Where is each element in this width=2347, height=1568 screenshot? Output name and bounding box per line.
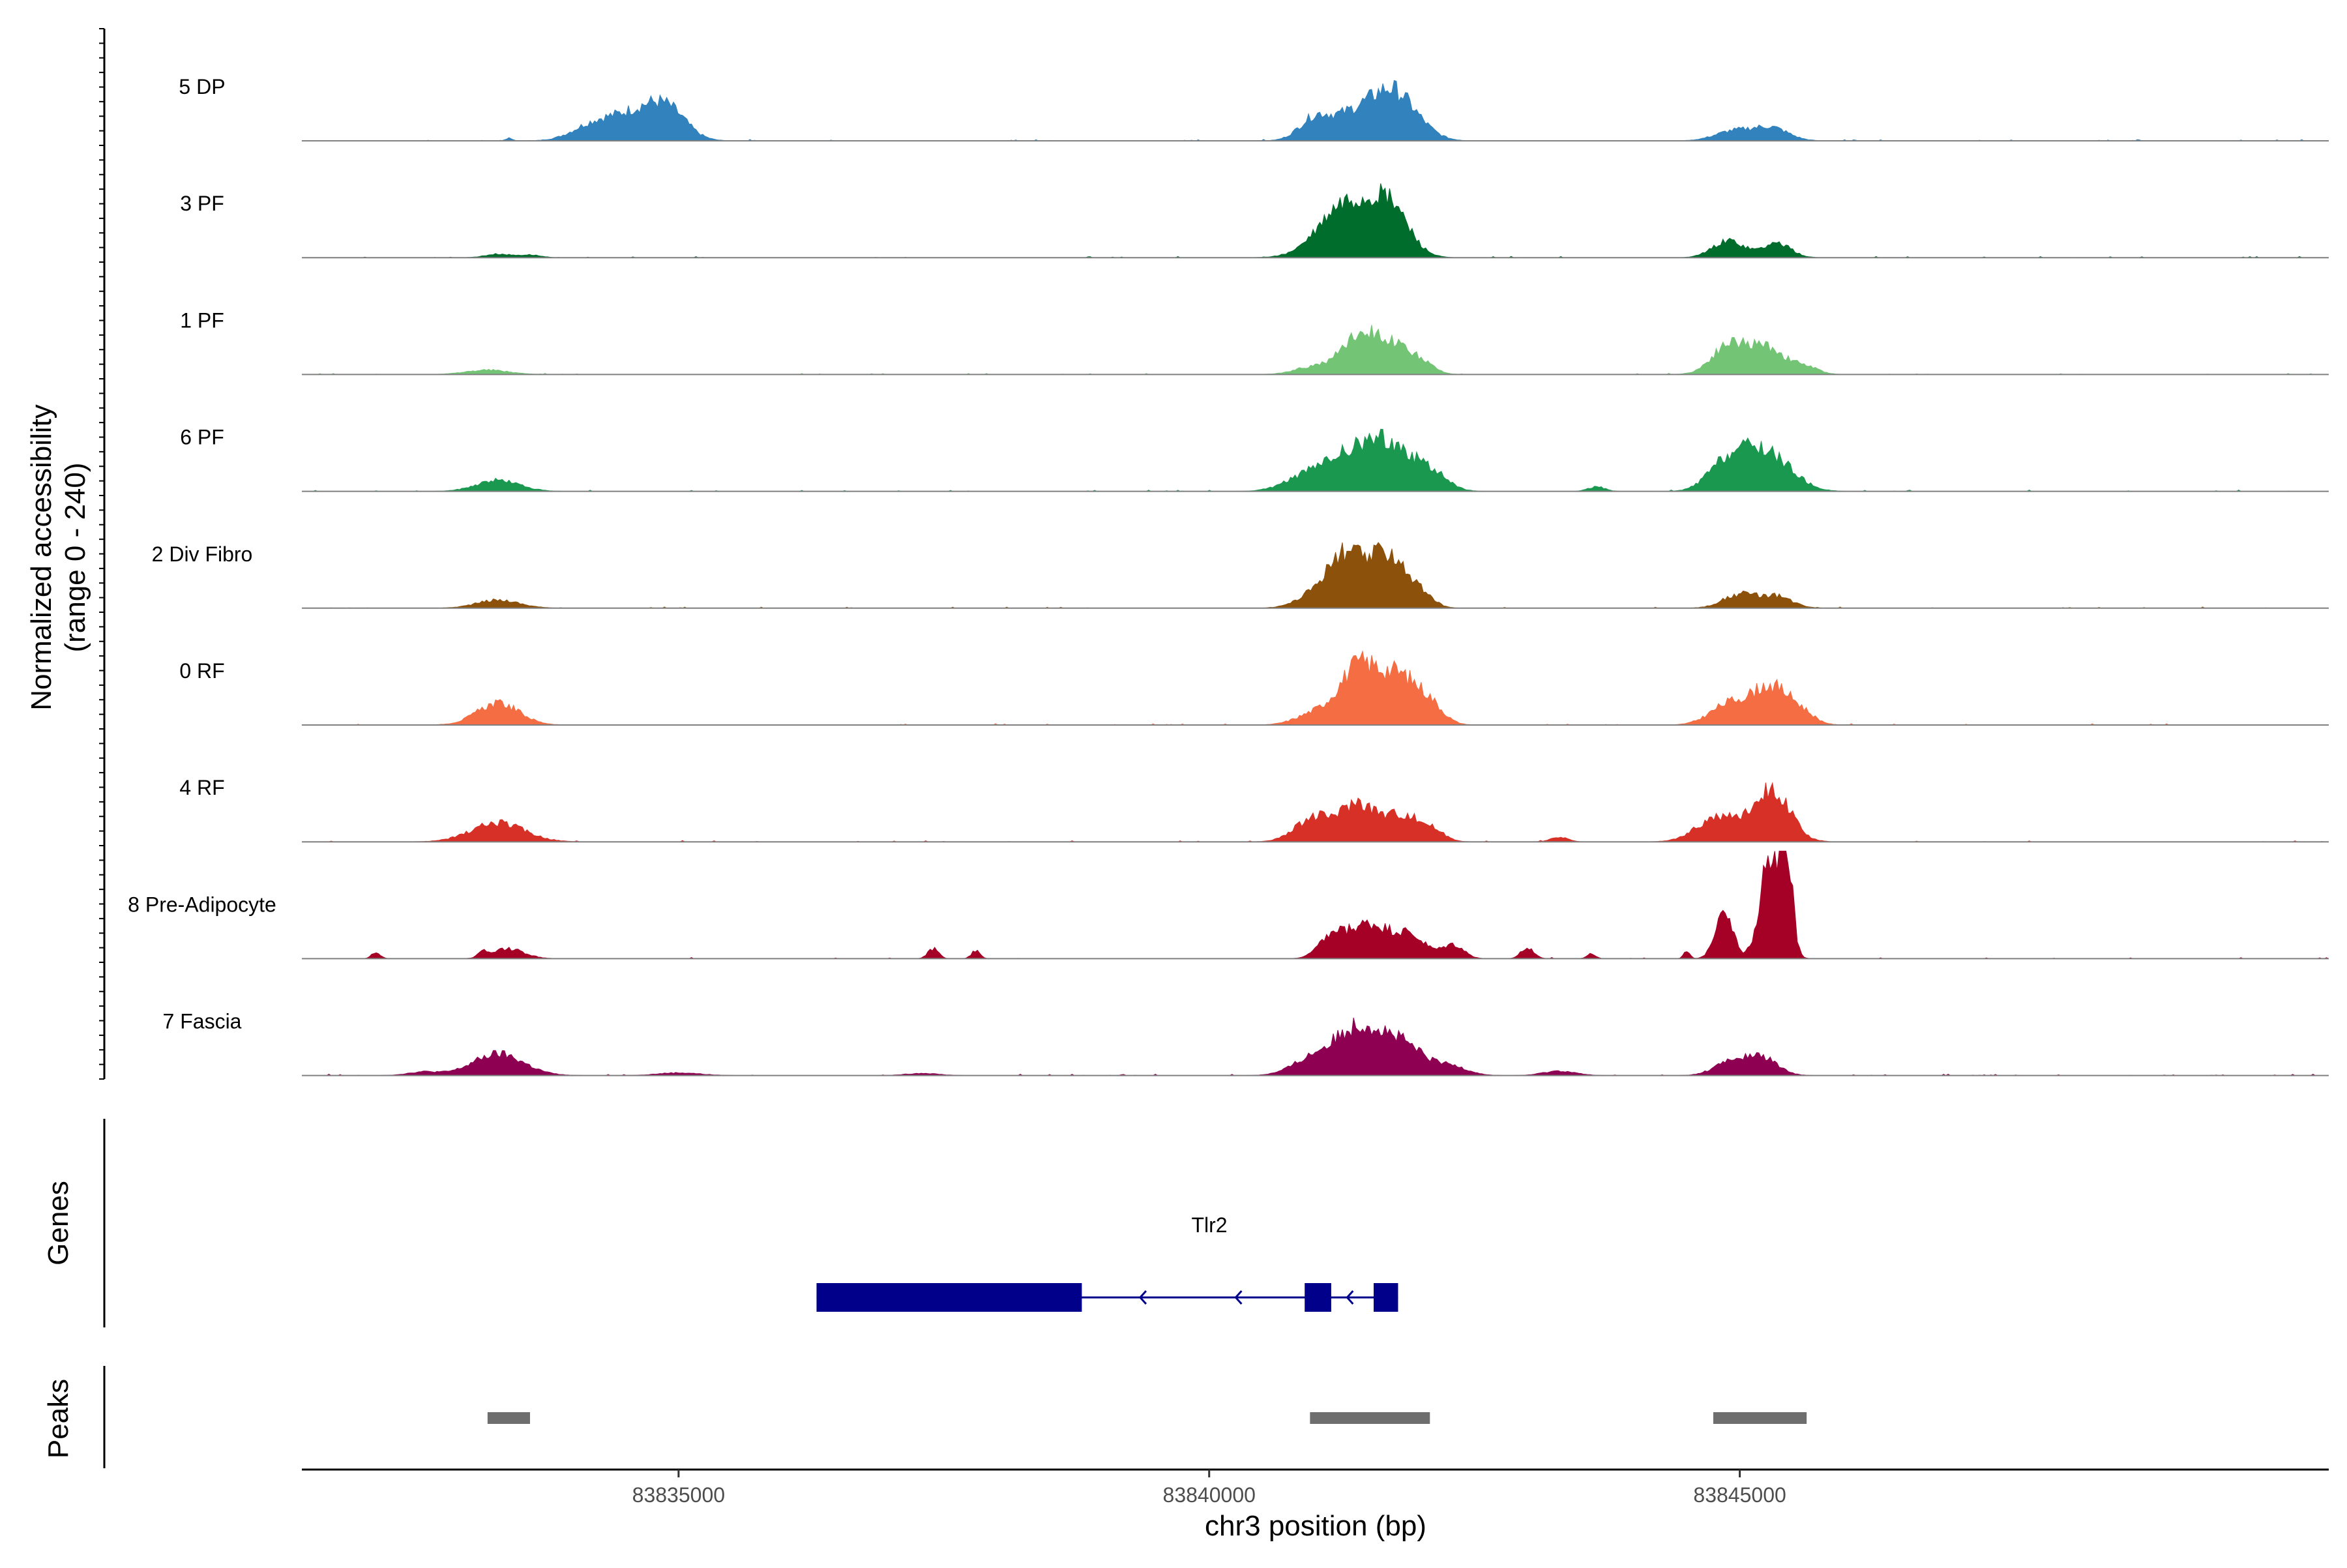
coverage-area [302,1017,2329,1076]
track-6-pf: 6 PF [180,426,2329,492]
coverage-area [302,850,2329,959]
track-2-div-fibro: 2 Div Fibro [152,542,2329,609]
gene-exon [1374,1283,1398,1312]
gene-strand-arrow [1234,1290,1243,1305]
track-label: 1 PF [180,308,224,332]
peaks-panel-label: Peaks [42,1379,74,1458]
gene-exon [1305,1283,1331,1312]
y-axis-label-line-1: Normalized accessibility [25,404,57,710]
x-axis: chr3 position (bp) 83835000 83840000 83845… [302,1468,2329,1542]
coverage-tracks: 5 DP 3 PF 1 PF 6 PF 2 Div Fibro 0 RF 4 RF 8 Pre… [128,75,2329,1076]
track-3-pf: 3 PF [180,183,2329,259]
y-axis-label: Normalized accessibility (range 0 - 240) [25,404,91,710]
track-label: 0 RF [179,659,224,683]
coverage-area [302,428,2329,492]
track-label: 5 DP [179,75,225,98]
track-label: 2 Div Fibro [152,542,253,566]
gene-exon [816,1283,1082,1312]
x-tick-label: 83845000 [1693,1483,1786,1507]
track-8-pre-adipocyte: 8 Pre-Adipocyte [128,850,2329,960]
gene-strand-arrow [1138,1290,1147,1305]
track-label: 3 PF [180,192,224,215]
track-label: 6 PF [180,426,224,449]
track-7-fascia: 7 Fascia [163,1010,2329,1076]
left-axis [99,28,106,1080]
peak-bar [1310,1412,1430,1424]
gene-model [816,1283,1398,1312]
peak-bar [487,1412,530,1424]
peak-bar [1713,1412,1807,1424]
coverage-area [302,80,2329,141]
gene-strand-arrow [1346,1290,1354,1305]
coverage-area [302,782,2329,842]
track-label: 8 Pre-Adipocyte [128,893,276,916]
gene-name-label: Tlr2 [1191,1213,1227,1237]
track-label: 4 RF [179,776,224,799]
x-tick-label: 83840000 [1163,1483,1256,1507]
track-0-rf: 0 RF [179,650,2329,726]
x-tick-label: 83835000 [632,1483,725,1507]
genes-panel: Genes Tlr2 [42,1119,1398,1327]
coverage-area [302,542,2329,609]
coverage-area [302,183,2329,258]
track-5-dp: 5 DP [179,75,2329,141]
peak-bars [487,1412,1807,1424]
track-label: 7 Fascia [163,1010,242,1033]
track-4-rf: 4 RF [179,776,2329,843]
peaks-panel: Peaks [42,1366,1807,1468]
coverage-area [302,325,2329,375]
track-1-pf: 1 PF [180,308,2329,376]
coverage-area [302,650,2329,726]
genes-panel-label: Genes [42,1181,74,1265]
x-axis-label: chr3 position (bp) [1205,1510,1426,1542]
y-axis-label-line-2: (range 0 - 240) [59,462,91,652]
